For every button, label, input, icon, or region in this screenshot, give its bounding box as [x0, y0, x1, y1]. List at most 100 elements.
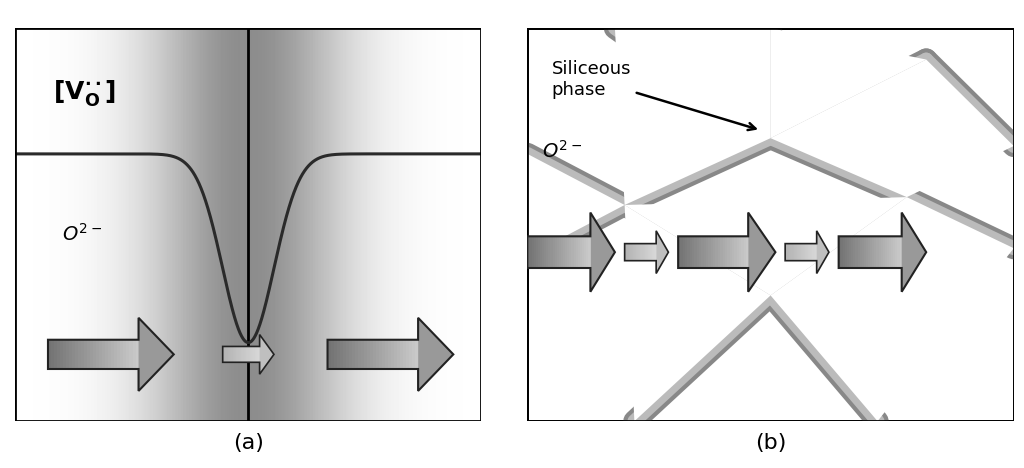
- Polygon shape: [862, 236, 864, 268]
- Polygon shape: [817, 231, 829, 273]
- Polygon shape: [851, 236, 853, 268]
- Polygon shape: [891, 236, 893, 268]
- Polygon shape: [54, 340, 57, 369]
- Polygon shape: [561, 236, 563, 268]
- Polygon shape: [707, 236, 709, 268]
- Polygon shape: [340, 340, 343, 369]
- Polygon shape: [853, 236, 855, 268]
- Polygon shape: [544, 236, 546, 268]
- Polygon shape: [845, 236, 847, 268]
- Polygon shape: [78, 340, 81, 369]
- Polygon shape: [243, 346, 244, 362]
- Polygon shape: [810, 244, 811, 261]
- Polygon shape: [685, 236, 687, 268]
- Polygon shape: [655, 244, 656, 261]
- Polygon shape: [60, 340, 63, 369]
- Text: (b): (b): [755, 433, 786, 453]
- Polygon shape: [132, 340, 135, 369]
- Polygon shape: [795, 244, 796, 261]
- Polygon shape: [739, 236, 741, 268]
- Polygon shape: [637, 244, 638, 261]
- Polygon shape: [633, 244, 634, 261]
- Polygon shape: [791, 244, 792, 261]
- FancyBboxPatch shape: [15, 28, 481, 421]
- Polygon shape: [692, 236, 694, 268]
- Polygon shape: [736, 236, 739, 268]
- Polygon shape: [770, 59, 1014, 197]
- Polygon shape: [799, 244, 800, 261]
- Polygon shape: [690, 236, 692, 268]
- Polygon shape: [745, 236, 749, 268]
- Polygon shape: [376, 340, 379, 369]
- Polygon shape: [360, 340, 364, 369]
- Polygon shape: [703, 236, 707, 268]
- Polygon shape: [716, 236, 718, 268]
- Polygon shape: [900, 236, 902, 268]
- Polygon shape: [729, 236, 732, 268]
- Polygon shape: [879, 236, 881, 268]
- Polygon shape: [814, 244, 816, 261]
- Polygon shape: [803, 244, 804, 261]
- Polygon shape: [626, 244, 627, 261]
- Polygon shape: [885, 236, 887, 268]
- Polygon shape: [857, 236, 860, 268]
- Polygon shape: [87, 340, 90, 369]
- Polygon shape: [743, 236, 745, 268]
- Polygon shape: [337, 340, 340, 369]
- Polygon shape: [631, 244, 632, 261]
- Text: $O^{2-}$: $O^{2-}$: [62, 222, 102, 244]
- Polygon shape: [872, 236, 874, 268]
- Polygon shape: [796, 244, 797, 261]
- Polygon shape: [580, 236, 582, 268]
- Polygon shape: [364, 340, 367, 369]
- Polygon shape: [569, 236, 571, 268]
- Polygon shape: [636, 244, 637, 261]
- Polygon shape: [400, 340, 403, 369]
- Polygon shape: [586, 236, 589, 268]
- Text: Siliceous
phase: Siliceous phase: [552, 60, 756, 130]
- Polygon shape: [252, 346, 254, 362]
- Polygon shape: [63, 340, 67, 369]
- Polygon shape: [699, 236, 701, 268]
- Polygon shape: [254, 346, 255, 362]
- Polygon shape: [881, 236, 883, 268]
- Polygon shape: [48, 340, 51, 369]
- Polygon shape: [127, 340, 129, 369]
- Polygon shape: [632, 244, 633, 261]
- Polygon shape: [373, 340, 376, 369]
- Polygon shape: [571, 236, 573, 268]
- Polygon shape: [790, 244, 791, 261]
- Polygon shape: [237, 346, 238, 362]
- Polygon shape: [542, 236, 544, 268]
- Polygon shape: [348, 340, 351, 369]
- Polygon shape: [138, 318, 174, 391]
- Polygon shape: [843, 236, 845, 268]
- Polygon shape: [625, 205, 770, 421]
- Polygon shape: [99, 340, 102, 369]
- Polygon shape: [225, 346, 226, 362]
- Polygon shape: [804, 244, 805, 261]
- Polygon shape: [732, 236, 734, 268]
- Polygon shape: [412, 340, 415, 369]
- Polygon shape: [638, 244, 639, 261]
- Polygon shape: [841, 236, 843, 268]
- Polygon shape: [798, 244, 799, 261]
- Polygon shape: [802, 244, 803, 261]
- Polygon shape: [627, 244, 628, 261]
- Polygon shape: [109, 340, 112, 369]
- Polygon shape: [241, 346, 243, 362]
- Polygon shape: [720, 236, 723, 268]
- Polygon shape: [643, 244, 644, 261]
- Polygon shape: [232, 346, 233, 362]
- Polygon shape: [394, 340, 397, 369]
- Polygon shape: [734, 236, 736, 268]
- Polygon shape: [553, 236, 555, 268]
- Polygon shape: [257, 346, 258, 362]
- Polygon shape: [713, 236, 716, 268]
- Polygon shape: [249, 346, 250, 362]
- Polygon shape: [800, 244, 801, 261]
- Polygon shape: [227, 346, 228, 362]
- Polygon shape: [238, 346, 239, 362]
- Polygon shape: [251, 346, 252, 362]
- Polygon shape: [578, 236, 580, 268]
